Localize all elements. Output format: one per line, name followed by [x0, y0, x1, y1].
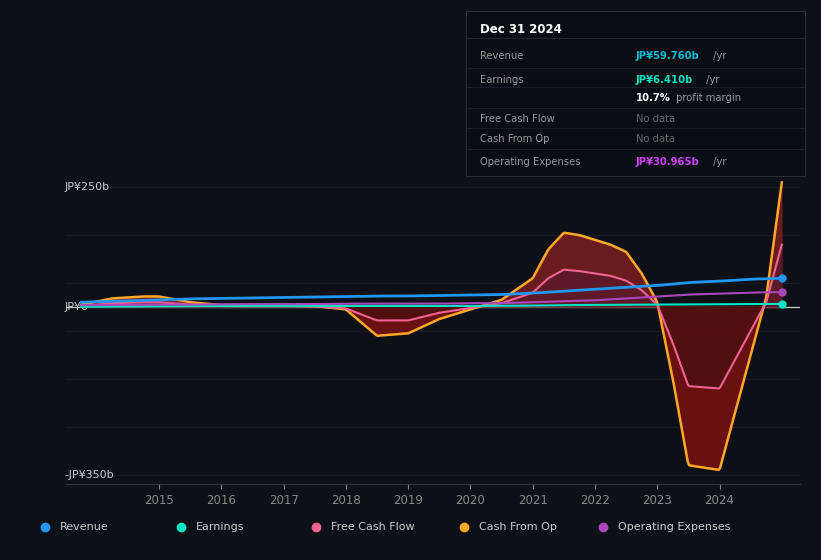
Text: /yr: /yr	[710, 157, 727, 166]
Text: JP¥250b: JP¥250b	[64, 182, 109, 192]
Text: No data: No data	[635, 114, 675, 124]
Text: No data: No data	[635, 134, 675, 144]
Text: Earnings: Earnings	[480, 74, 524, 85]
Text: Free Cash Flow: Free Cash Flow	[480, 114, 555, 124]
Text: JP¥6.410b: JP¥6.410b	[635, 74, 693, 85]
Text: /yr: /yr	[710, 51, 727, 61]
Text: Revenue: Revenue	[480, 51, 523, 61]
Text: Revenue: Revenue	[60, 521, 108, 531]
Text: Free Cash Flow: Free Cash Flow	[331, 521, 415, 531]
Text: 10.7%: 10.7%	[635, 93, 671, 103]
Text: JP¥0: JP¥0	[64, 302, 88, 312]
Text: Operating Expenses: Operating Expenses	[618, 521, 731, 531]
Text: -JP¥350b: -JP¥350b	[64, 470, 114, 480]
Text: JP¥59.760b: JP¥59.760b	[635, 51, 699, 61]
Text: Cash From Op: Cash From Op	[479, 521, 557, 531]
Text: Operating Expenses: Operating Expenses	[480, 157, 580, 166]
Text: profit margin: profit margin	[673, 93, 741, 103]
Text: Dec 31 2024: Dec 31 2024	[480, 23, 562, 36]
Text: Cash From Op: Cash From Op	[480, 134, 549, 144]
Text: Earnings: Earnings	[195, 521, 244, 531]
Text: JP¥30.965b: JP¥30.965b	[635, 157, 699, 166]
Text: /yr: /yr	[703, 74, 719, 85]
